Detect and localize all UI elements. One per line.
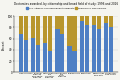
Bar: [85, 25, 89, 72]
Y-axis label: Percent: Percent: [2, 39, 6, 50]
Bar: [67, 16, 72, 46]
Bar: [24, 40, 28, 72]
Bar: [67, 46, 72, 72]
Bar: [36, 45, 40, 72]
Bar: [80, 21, 84, 72]
Bar: [24, 16, 28, 40]
Bar: [92, 25, 96, 72]
Text: Doctorates awarded, by citizenship and broad field of study: 1996 and 2016: Doctorates awarded, by citizenship and b…: [14, 2, 118, 6]
Bar: [104, 23, 108, 72]
Bar: [31, 38, 35, 72]
Bar: [92, 16, 96, 25]
Legend: U.S. citizens and permanent residents, Temporary visa holders: U.S. citizens and permanent residents, T…: [26, 7, 106, 9]
Bar: [31, 16, 35, 38]
Bar: [36, 16, 40, 45]
Bar: [97, 16, 101, 29]
Bar: [60, 16, 64, 34]
Bar: [109, 27, 113, 72]
Bar: [48, 51, 52, 72]
Bar: [55, 16, 60, 29]
Bar: [72, 51, 77, 72]
Bar: [109, 16, 113, 27]
Bar: [104, 16, 108, 23]
Bar: [55, 29, 60, 72]
Bar: [43, 16, 47, 43]
Bar: [43, 43, 47, 72]
Bar: [48, 16, 52, 51]
Bar: [85, 16, 89, 25]
Bar: [80, 16, 84, 21]
Bar: [19, 34, 23, 72]
Bar: [19, 16, 23, 34]
Bar: [72, 16, 77, 51]
Bar: [97, 29, 101, 72]
Bar: [60, 34, 64, 72]
